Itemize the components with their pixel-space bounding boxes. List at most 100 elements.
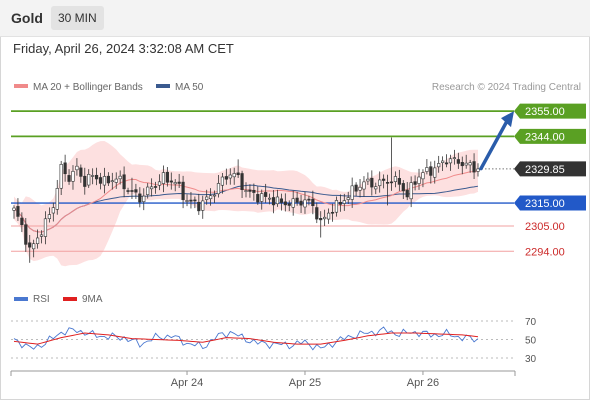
candle xyxy=(464,154,468,169)
candle xyxy=(279,193,283,211)
candle xyxy=(429,161,433,184)
candle xyxy=(98,172,103,190)
candle-body xyxy=(216,183,221,195)
candle xyxy=(122,166,126,198)
candle xyxy=(67,169,71,185)
candle-body xyxy=(315,207,319,220)
candle xyxy=(248,184,252,198)
candle xyxy=(319,211,323,238)
level-label-2344.00-bg xyxy=(514,128,586,144)
candle xyxy=(323,209,327,226)
candle xyxy=(433,160,437,184)
legend-swatch-ma50 xyxy=(156,84,170,88)
candle-body xyxy=(12,207,16,211)
candle xyxy=(393,171,398,188)
candle-body xyxy=(91,175,95,177)
candle xyxy=(83,167,87,195)
candle-body xyxy=(220,176,225,186)
candle xyxy=(444,154,449,168)
candle-body xyxy=(413,181,417,185)
candle xyxy=(91,168,95,185)
candle-body xyxy=(405,189,409,198)
candle xyxy=(232,167,236,185)
candle-body xyxy=(20,217,24,226)
candle-body xyxy=(126,190,130,192)
candle xyxy=(370,170,374,196)
candle-body xyxy=(35,237,40,244)
level-label-2305.00: 2305.00 xyxy=(525,221,565,233)
candle xyxy=(315,202,319,224)
timeframe-button[interactable]: 30 MIN xyxy=(51,6,104,30)
candle xyxy=(385,174,390,206)
candle-body xyxy=(177,181,181,184)
candle xyxy=(291,190,295,216)
candle xyxy=(244,182,248,198)
candle-body xyxy=(110,180,114,183)
candle xyxy=(16,198,20,222)
candle xyxy=(260,189,264,210)
legend-label-rsi: RSI xyxy=(33,294,50,305)
candle xyxy=(43,211,48,245)
candle xyxy=(197,193,201,215)
candle-body xyxy=(323,216,327,220)
candle-body xyxy=(67,175,71,182)
candle-body xyxy=(161,172,166,184)
candle-body xyxy=(326,212,331,220)
candle xyxy=(181,175,185,209)
candle xyxy=(283,193,287,212)
credit-label: Research © 2024 Trading Central xyxy=(432,82,581,93)
candle-body xyxy=(71,171,75,182)
candle-body xyxy=(389,181,394,184)
candle-body xyxy=(366,178,370,182)
candle-body xyxy=(283,201,287,206)
candle xyxy=(161,165,166,193)
candle-body xyxy=(287,203,291,206)
candle-body xyxy=(358,186,362,191)
candle xyxy=(382,174,386,189)
level-label-2294.00: 2294.00 xyxy=(525,246,565,258)
candle-body xyxy=(311,198,315,207)
candle xyxy=(153,181,158,194)
candle xyxy=(421,169,425,188)
candle-body xyxy=(201,200,205,211)
candle-body xyxy=(275,196,280,205)
candle xyxy=(75,158,79,176)
candle-body xyxy=(448,158,453,164)
candle xyxy=(51,202,55,222)
candle-body xyxy=(224,176,228,180)
level-label-2329.85-bg xyxy=(514,161,586,177)
candle-body xyxy=(47,214,51,220)
candle xyxy=(110,172,114,190)
candle xyxy=(441,156,445,171)
candle-body xyxy=(232,173,236,178)
candle-body xyxy=(271,197,276,206)
candle-body xyxy=(291,198,295,208)
candle-body xyxy=(433,167,437,178)
candle-body xyxy=(106,175,110,184)
candle xyxy=(138,187,142,208)
candle-body xyxy=(146,186,150,195)
candle xyxy=(405,181,409,201)
candle-body xyxy=(437,163,441,168)
candle-body xyxy=(354,184,358,192)
candle xyxy=(397,169,401,191)
candle xyxy=(452,149,457,165)
candle xyxy=(102,167,107,194)
candle-body xyxy=(460,162,464,167)
rsi-tick-30: 30 xyxy=(525,354,537,365)
candle-body xyxy=(59,164,63,189)
candle-body xyxy=(295,197,299,203)
instrument-title: Gold xyxy=(11,10,43,26)
candle-body xyxy=(197,201,201,212)
candle-body xyxy=(138,193,142,203)
candle xyxy=(47,207,51,223)
candle-body xyxy=(75,165,79,171)
candle xyxy=(354,182,358,197)
candle xyxy=(476,163,480,177)
candle xyxy=(264,183,268,203)
candle xyxy=(240,170,244,199)
candle xyxy=(389,137,394,191)
level-label-2355.00: 2355.00 xyxy=(525,106,565,118)
legend-label-ma20: MA 20 + Bollinger Bands xyxy=(33,82,143,93)
candle xyxy=(334,196,339,217)
